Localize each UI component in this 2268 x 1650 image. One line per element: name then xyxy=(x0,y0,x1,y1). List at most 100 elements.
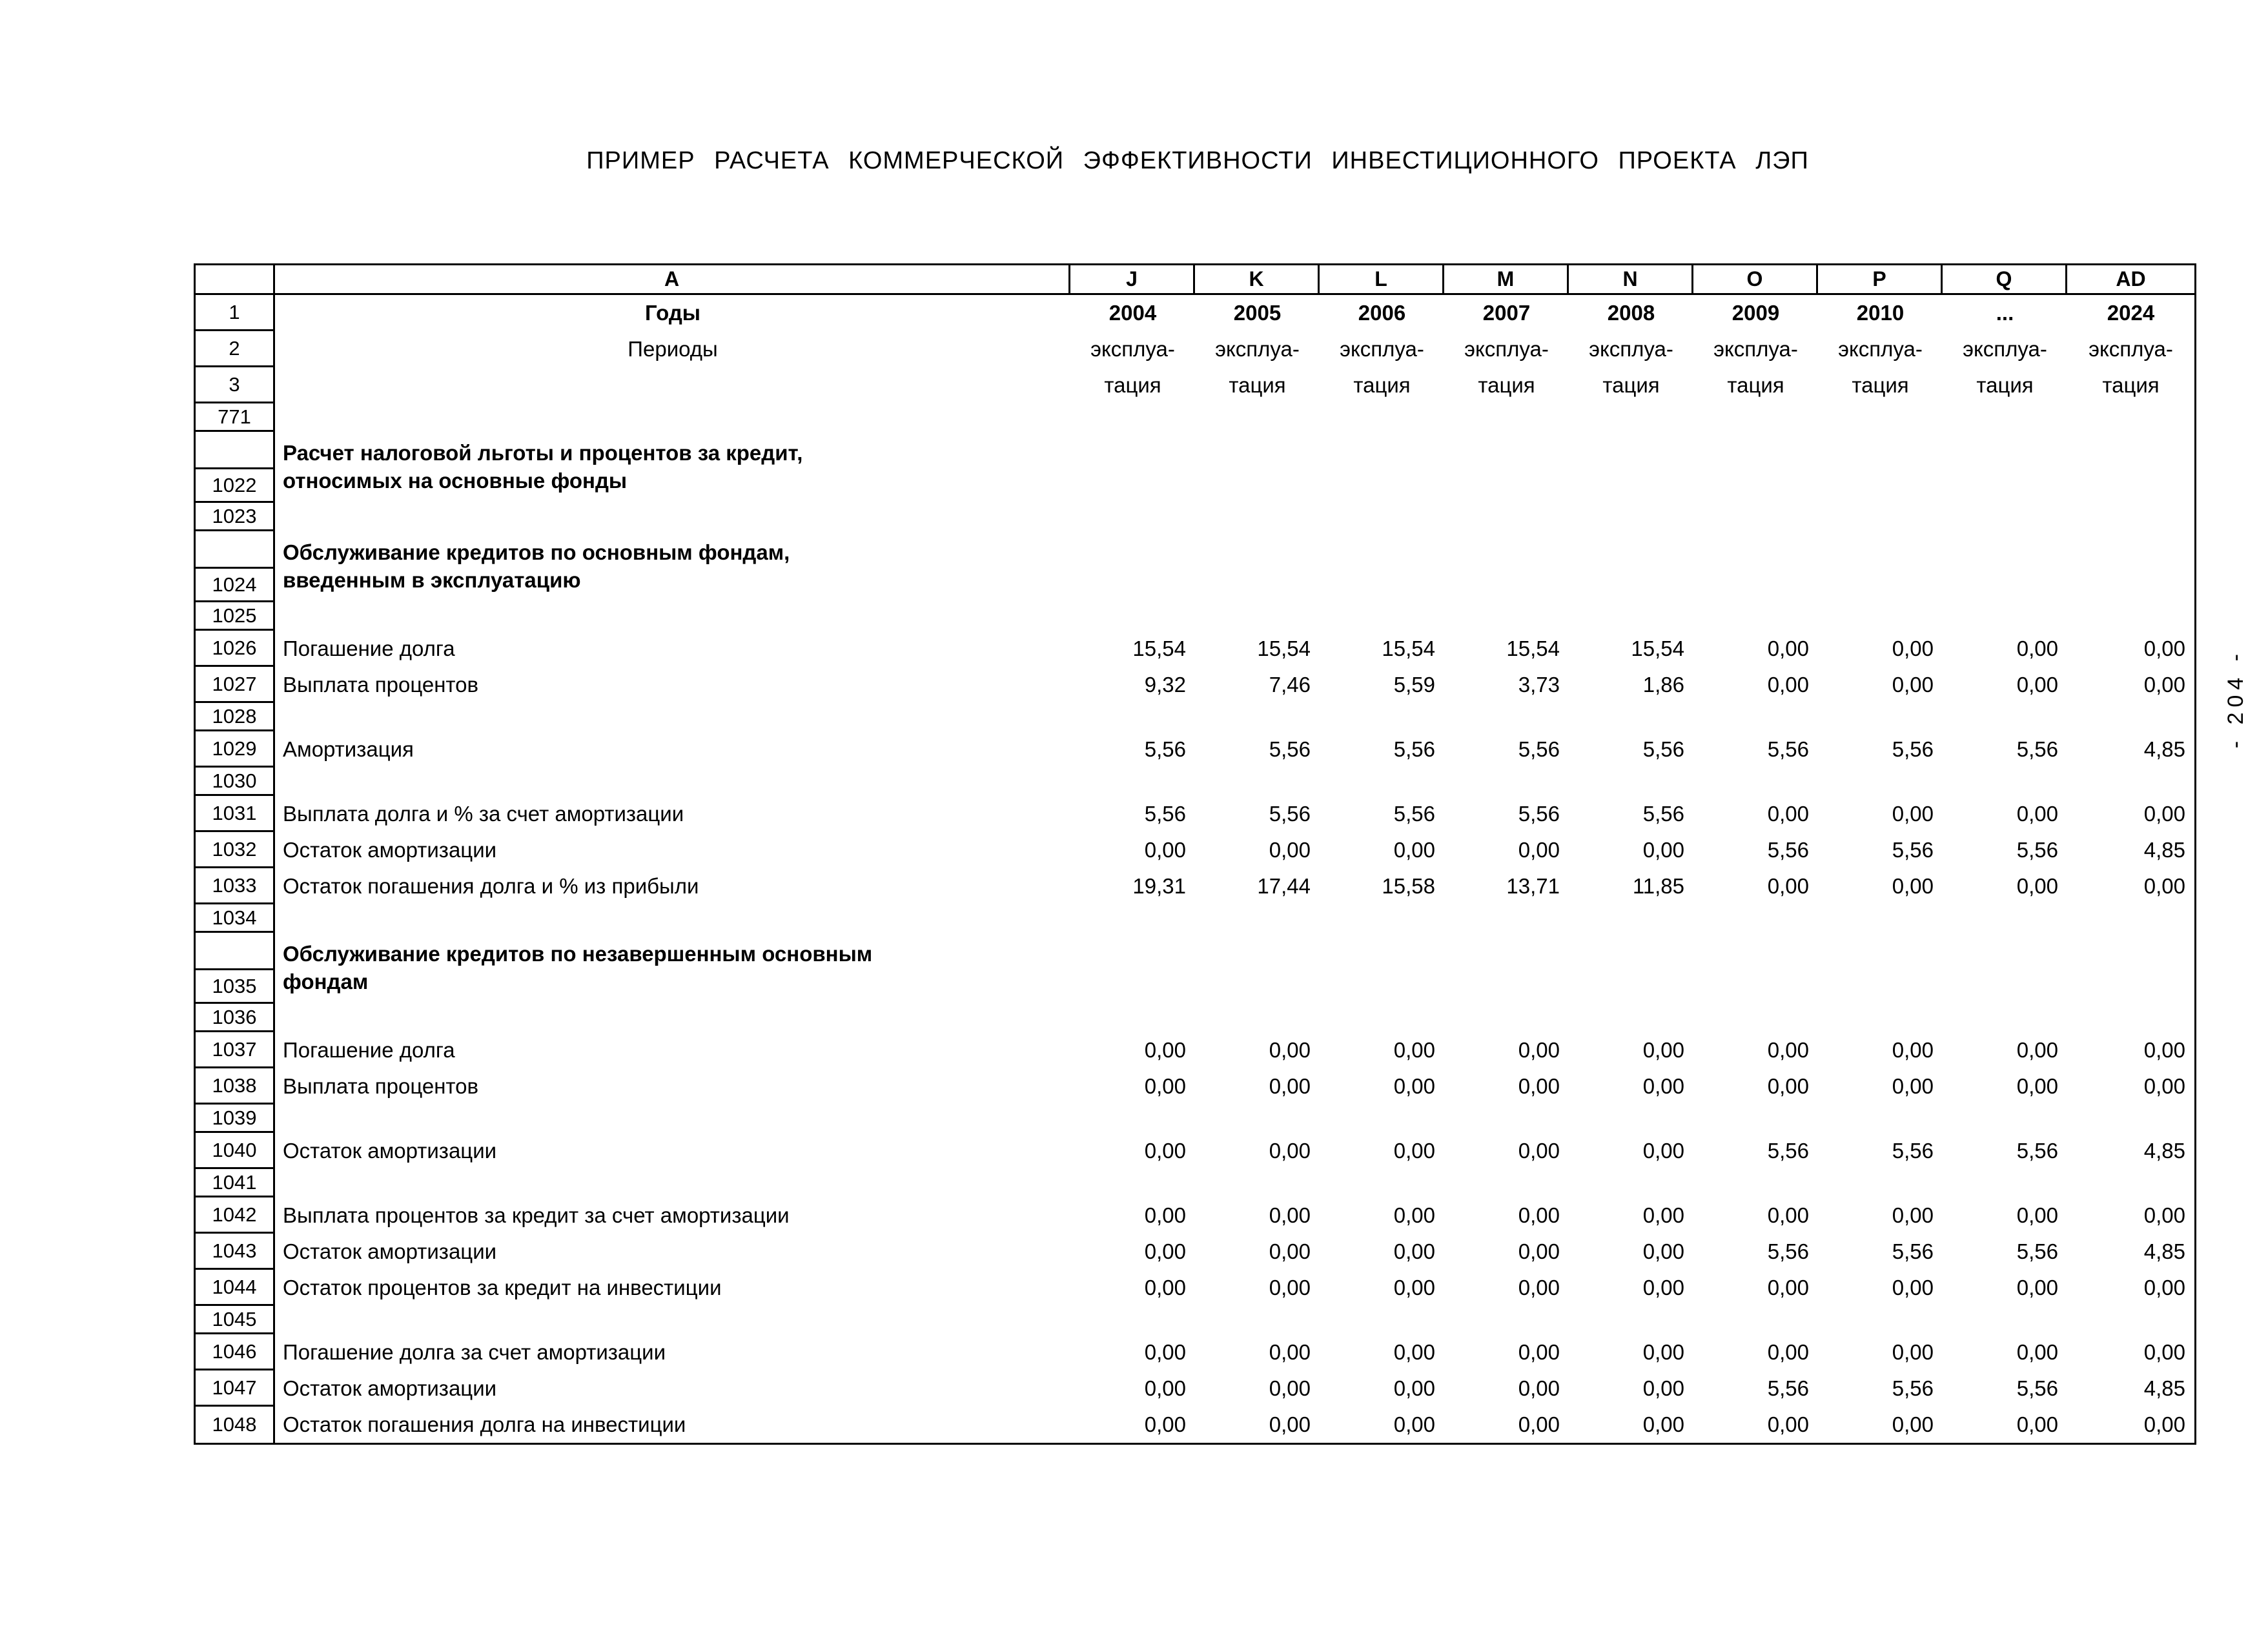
row-number-text: 1043 xyxy=(212,1239,257,1262)
cell-value xyxy=(1320,933,1444,1004)
row-label: Выплата процентов за кредит за счет амор… xyxy=(283,1203,790,1227)
cell-value: 0,00 xyxy=(1518,838,1560,862)
table-row: 1032 Остаток амортизации 0,00 0,00 0,00 0,00 0… xyxy=(196,832,2194,868)
cell-value xyxy=(1943,768,2067,796)
cell-value xyxy=(1693,904,1818,933)
cell-value: 5,56 xyxy=(1892,1139,1934,1163)
cell-value: 0,00 xyxy=(1518,1340,1560,1364)
cell-value: 2005 xyxy=(1233,301,1282,325)
cell-value: 5,56 xyxy=(1642,802,1684,826)
table-row: 771 xyxy=(196,403,2194,432)
cell-value xyxy=(1444,432,1569,503)
cell-value: 15,54 xyxy=(1257,637,1311,660)
cell-value: 0,00 xyxy=(1393,1412,1435,1436)
row-number: 1027 xyxy=(196,667,275,703)
cell-value: 0,00 xyxy=(1144,1412,1186,1436)
cell-value xyxy=(2067,432,2194,503)
row-label: Остаток процентов за кредит на инвестици… xyxy=(283,1275,722,1299)
cell-value xyxy=(1195,703,1320,731)
cell-value: 0,00 xyxy=(1892,673,1934,697)
row-number-text: 1026 xyxy=(212,636,257,659)
table-row: 1038 Выплата процентов 0,00 0,00 0,00 0,00 0,0… xyxy=(196,1068,2194,1105)
table-row: 1022 Расчет налоговой льготы и процентов … xyxy=(196,432,2194,503)
row-number: 1034 xyxy=(196,904,275,933)
row-number: 1044 xyxy=(196,1270,275,1306)
cell-value xyxy=(1070,768,1195,796)
cell-value: эксплуа- xyxy=(1464,337,1549,361)
cell-value: эксплуа- xyxy=(1215,337,1300,361)
cell-value xyxy=(1943,531,2067,602)
cell-value: 5,56 xyxy=(1393,802,1435,826)
row-number-text: 3 xyxy=(229,372,240,396)
table-row: 3 тация тация тация тация тация тация тация таци… xyxy=(196,367,2194,403)
row-label xyxy=(275,403,1070,432)
row-number-text: 1028 xyxy=(212,704,257,728)
cell-value xyxy=(1818,602,1943,631)
cell-value xyxy=(1195,1105,1320,1133)
cell-value xyxy=(1818,1306,1943,1334)
row-number-text: 771 xyxy=(218,405,251,428)
cell-value: 0,00 xyxy=(1767,1340,1809,1364)
row-number: 1048 xyxy=(196,1407,275,1443)
cell-value: 0,00 xyxy=(2143,1276,2185,1299)
row-number: 1040 xyxy=(196,1133,275,1169)
cell-value: 0,00 xyxy=(1642,1276,1684,1299)
cell-value: 0,00 xyxy=(1144,1139,1186,1163)
cell-value xyxy=(1320,1306,1444,1334)
row-number-text: 1023 xyxy=(212,504,257,527)
table-body: 1 Годы 2004 2005 2006 2007 2008 2009 2010... 2024… xyxy=(196,295,2194,1443)
row-number: 1029 xyxy=(196,731,275,768)
row-label: Погашение долга за счет амортизации xyxy=(283,1339,666,1364)
row-label xyxy=(275,1169,1070,1197)
cell-value xyxy=(1444,403,1569,432)
row-number: 1042 xyxy=(196,1197,275,1234)
row-number-text: 1040 xyxy=(212,1138,257,1161)
cell-value xyxy=(1320,432,1444,503)
table-row: 1025 xyxy=(196,602,2194,631)
cell-value xyxy=(1943,432,2067,503)
cell-value xyxy=(1569,432,1693,503)
cell-value: 0,00 xyxy=(1144,1074,1186,1098)
cell-value: 5,56 xyxy=(1767,737,1809,761)
cell-value: 0,00 xyxy=(1269,1139,1311,1163)
cell-value: 2004 xyxy=(1108,301,1157,325)
row-number: 2 xyxy=(196,331,275,367)
cell-value xyxy=(1693,403,1818,432)
cell-value: 5,56 xyxy=(1767,838,1809,862)
cell-value xyxy=(1693,432,1818,503)
cell-value xyxy=(1195,1169,1320,1197)
cell-value xyxy=(1943,703,2067,731)
cell-value: тация xyxy=(1976,373,2034,397)
cell-value: 0,00 xyxy=(1144,1340,1186,1364)
row-number: 1039 xyxy=(196,1105,275,1133)
cell-value: эксплуа- xyxy=(1713,337,1798,361)
cell-value: 2008 xyxy=(1607,301,1655,325)
cell-value: 0,00 xyxy=(1518,1203,1560,1227)
cell-value: 0,00 xyxy=(1518,1074,1560,1098)
cell-value xyxy=(2067,933,2194,1004)
row-label: Остаток амортизации xyxy=(283,1376,497,1400)
cell-value xyxy=(1070,904,1195,933)
row-number: 1043 xyxy=(196,1234,275,1270)
cell-value: эксплуа- xyxy=(1090,337,1175,361)
cell-value xyxy=(1569,602,1693,631)
cell-value: 0,00 xyxy=(1767,673,1809,697)
cell-value: 0,00 xyxy=(2143,1203,2185,1227)
cell-value xyxy=(1569,768,1693,796)
row-label: Выплата процентов xyxy=(283,1074,479,1098)
row-label: Обслуживание кредитов по основным фондам… xyxy=(283,540,790,592)
cell-value xyxy=(1195,768,1320,796)
row-number-text: 2 xyxy=(229,336,240,360)
row-label: Амортизация xyxy=(283,737,414,761)
cell-value xyxy=(1070,1169,1195,1197)
cell-value: 2024 xyxy=(2107,301,2155,325)
cell-value: 5,56 xyxy=(2016,737,2058,761)
cell-value xyxy=(1569,703,1693,731)
cell-value: 0,00 xyxy=(1393,838,1435,862)
row-label xyxy=(275,1105,1070,1133)
row-number: 1024 xyxy=(196,531,275,602)
cell-value: 5,56 xyxy=(1269,802,1311,826)
column-letter: AD xyxy=(2067,265,2194,295)
cell-value xyxy=(1569,1105,1693,1133)
cell-value: 2010 xyxy=(1856,301,1905,325)
